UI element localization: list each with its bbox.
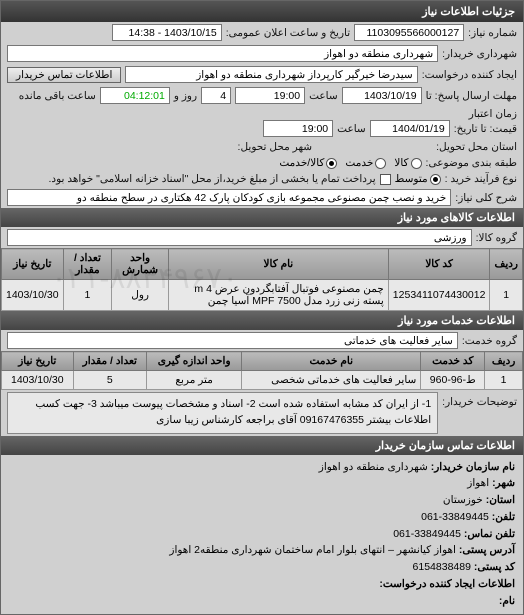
goods-group-value: ورزشی (7, 229, 472, 246)
contact-phone-label: تلفن: (492, 511, 515, 523)
deadline-send-label: مهلت ارسال پاسخ: تا (426, 90, 517, 102)
desc-value: خرید و نصب چمن مصنوعی مجموعه بازی کودکان… (7, 189, 451, 206)
packing-radio-group: کالا خدمت کالا/خدمت (279, 157, 421, 169)
services-col-5: تاریخ نیاز (2, 352, 74, 371)
goods-col-0: ردیف (490, 249, 523, 280)
services-cell: متر مربع (147, 371, 242, 390)
remaining-days: 4 (201, 87, 231, 104)
process-opt-0-label: متوسط (395, 173, 428, 185)
requester-value: سیدرضا خیرگیر کارپرداز شهرداری منطقه دو … (125, 66, 417, 83)
contact-org: شهرداری منطقه دو اهواز (319, 461, 428, 473)
remaining-time: 04:12:01 (100, 87, 170, 104)
contact-address-label: آدرس پستی: (459, 544, 515, 556)
packing-label: طبقه بندی موضوعی: (426, 157, 517, 169)
services-col-4: تعداد / مقدار (73, 352, 147, 371)
process-checkbox[interactable] (380, 174, 391, 185)
contact-province-label: استان: (486, 494, 515, 506)
packing-opt-1-label: خدمت (345, 157, 373, 169)
services-group-value: سایر فعالیت های خدماتی (7, 332, 458, 349)
services-col-3: واحد اندازه گیری (147, 352, 242, 371)
services-col-0: ردیف (485, 352, 523, 371)
process-opt-0[interactable]: متوسط (395, 173, 441, 185)
services-cell: سایر فعالیت های خدماتی شخصی (242, 371, 421, 390)
deadline-send-date: 1403/10/19 (342, 87, 422, 104)
remaining-label-1: روز و (174, 90, 197, 102)
goods-cell: 1403/10/30 (2, 280, 64, 311)
contact-fax-label: تلفن نماس: (464, 528, 515, 540)
contact-city: اهواز (467, 477, 489, 489)
contact-city-label: شهر: (492, 477, 515, 489)
goods-cell: 1253411074430012 (388, 280, 490, 311)
contact-name-label: نام: (499, 595, 515, 607)
announcedate-label: تاریخ و ساعت اعلان عمومی: (226, 27, 350, 39)
remaining-label-2: ساعت باقی مانده (19, 90, 96, 102)
deadline-send-time: 19:00 (235, 87, 305, 104)
contact-section-title: اطلاعات تماس سازمان خریدار (1, 436, 523, 455)
buyer-value: شهرداری منطقه دو اهواز (7, 45, 438, 62)
services-col-1: کد خدمت (421, 352, 485, 371)
buyer-contact-button[interactable]: اطلاعات تماس خریدار (7, 67, 121, 83)
packing-opt-2[interactable]: کالا/خدمت (279, 157, 337, 169)
time-label-1: ساعت (309, 90, 338, 102)
announcedate-value: 1403/10/15 - 14:38 (112, 24, 222, 41)
panel-title: جزئیات اطلاعات نیاز (1, 1, 523, 22)
packing-opt-0-label: کالا (394, 157, 408, 169)
contact-phone: 33849445-061 (421, 511, 489, 523)
services-cell: 1403/10/30 (2, 371, 74, 390)
buyer-label: شهرداری خریدار: (442, 48, 517, 60)
contact-block: نام سازمان خریدار: شهرداری منطقه دو اهوا… (1, 455, 523, 614)
services-cell: ط-96-960 (421, 371, 485, 390)
process-label: نوع فرآیند خرید : (445, 173, 517, 185)
reqno-value: 1103095566000127 (354, 24, 464, 41)
goods-col-4: تعداد / مقدار (63, 249, 112, 280)
contact-org-label: نام سازمان خریدار: (431, 461, 515, 473)
delivery-place-label: استان محل تحویل: (436, 141, 517, 153)
contact-fax: 33849445-061 (393, 528, 461, 540)
services-section-title: اطلاعات خدمات مورد نیاز (1, 311, 523, 330)
goods-col-3: واحد شمارش (112, 249, 169, 280)
requester-label: ایجاد کننده درخواست: (422, 69, 517, 81)
packing-opt-1[interactable]: خدمت (345, 157, 386, 169)
valid-label-1: زمان اعتبار (469, 108, 517, 120)
valid-to-time: 19:00 (263, 120, 333, 137)
table-row[interactable]: 1 1253411074430012 چمن مصنوعی فوتبال آفت… (2, 280, 523, 311)
goods-cell: چمن مصنوعی فوتبال آفتابگردون عرض m 4 پست… (168, 280, 388, 311)
services-cell: 5 (73, 371, 147, 390)
notes-label: توضیحات خریدار: (442, 392, 517, 408)
delivery-city-label: شهر محل تحویل: (238, 141, 313, 153)
contact-address: اهواز کیانشهر – انتهای بلوار امام ساختما… (169, 544, 456, 556)
valid-to-date: 1404/01/19 (370, 120, 450, 137)
goods-col-1: کد کالا (388, 249, 490, 280)
goods-table: ردیف کد کالا نام کالا واحد شمارش تعداد /… (1, 248, 523, 311)
reqno-label: شماره نیاز: (468, 27, 517, 39)
contact-creator-label: اطلاعات ایجاد کننده درخواست: (379, 578, 515, 590)
services-table: ردیف کد خدمت نام خدمت واحد اندازه گیری ت… (1, 351, 523, 390)
packing-opt-0[interactable]: کالا (394, 157, 421, 169)
services-col-2: نام خدمت (242, 352, 421, 371)
goods-col-5: تاریخ نیاز (2, 249, 64, 280)
goods-col-2: نام کالا (168, 249, 388, 280)
table-row[interactable]: 1 ط-96-960 سایر فعالیت های خدماتی شخصی م… (2, 371, 523, 390)
notes-text: 1- از ایران کد مشابه استفاده شده است 2- … (7, 392, 438, 434)
goods-section-title: اطلاعات کالاهای مورد نیاز (1, 208, 523, 227)
packing-opt-2-label: کالا/خدمت (279, 157, 324, 169)
contact-postcode-label: کد پستی: (474, 561, 515, 573)
goods-cell: رول (112, 280, 169, 311)
services-cell: 1 (485, 371, 523, 390)
time-label-2: ساعت (337, 123, 366, 135)
goods-cell: 1 (490, 280, 523, 311)
process-note: پرداخت تمام یا بخشی از مبلغ خرید،از محل … (48, 173, 375, 185)
contact-province: خوزستان (443, 494, 483, 506)
valid-label-2: قیمت: تا تاریخ: (454, 123, 517, 135)
services-group-label: گروه خدمت: (462, 335, 517, 347)
contact-postcode: 6154838489 (413, 561, 471, 573)
desc-label: شرح کلی نیاز: (455, 192, 517, 204)
goods-group-label: گروه کالا: (476, 232, 517, 244)
goods-cell: 1 (63, 280, 112, 311)
